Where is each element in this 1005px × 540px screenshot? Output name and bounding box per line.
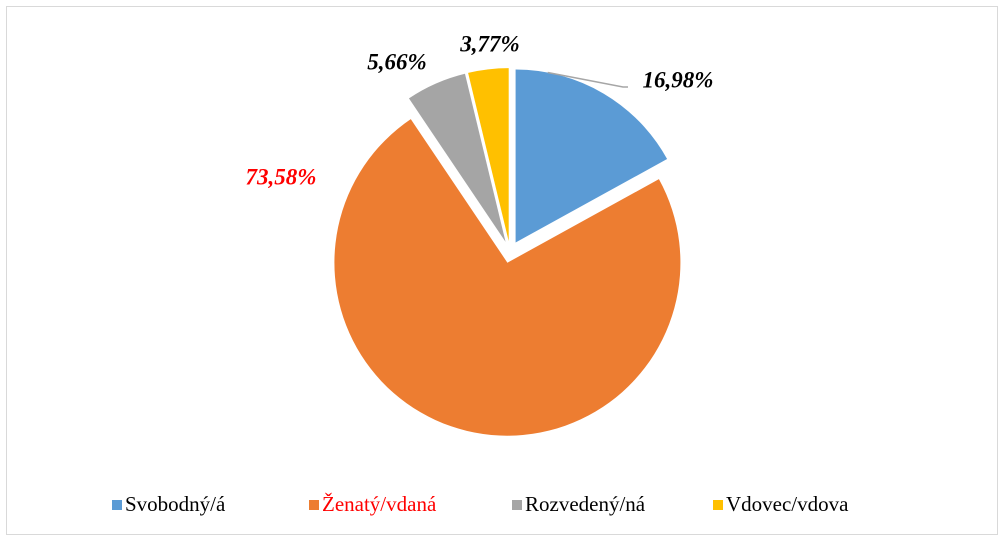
legend-swatch	[309, 500, 319, 510]
pie-slice	[334, 119, 681, 436]
pie-slice	[468, 68, 509, 242]
pie-slice	[408, 73, 506, 242]
data-label: 5,66%	[367, 49, 426, 74]
legend-swatch	[112, 500, 122, 510]
legend-label: Vdovec/vdova	[726, 492, 849, 516]
legend-label: Ženatý/vdaná	[322, 492, 437, 516]
legend-label: Rozvedený/ná	[525, 492, 646, 516]
legend-swatch	[512, 500, 522, 510]
legend-swatch	[713, 500, 723, 510]
data-label: 73,58%	[246, 164, 317, 189]
legend-label: Svobodný/á	[125, 492, 226, 516]
leader-line	[547, 71, 628, 88]
data-label: 3,77%	[459, 31, 519, 56]
data-label: 16,98%	[643, 67, 714, 92]
pie-slice	[515, 69, 668, 243]
